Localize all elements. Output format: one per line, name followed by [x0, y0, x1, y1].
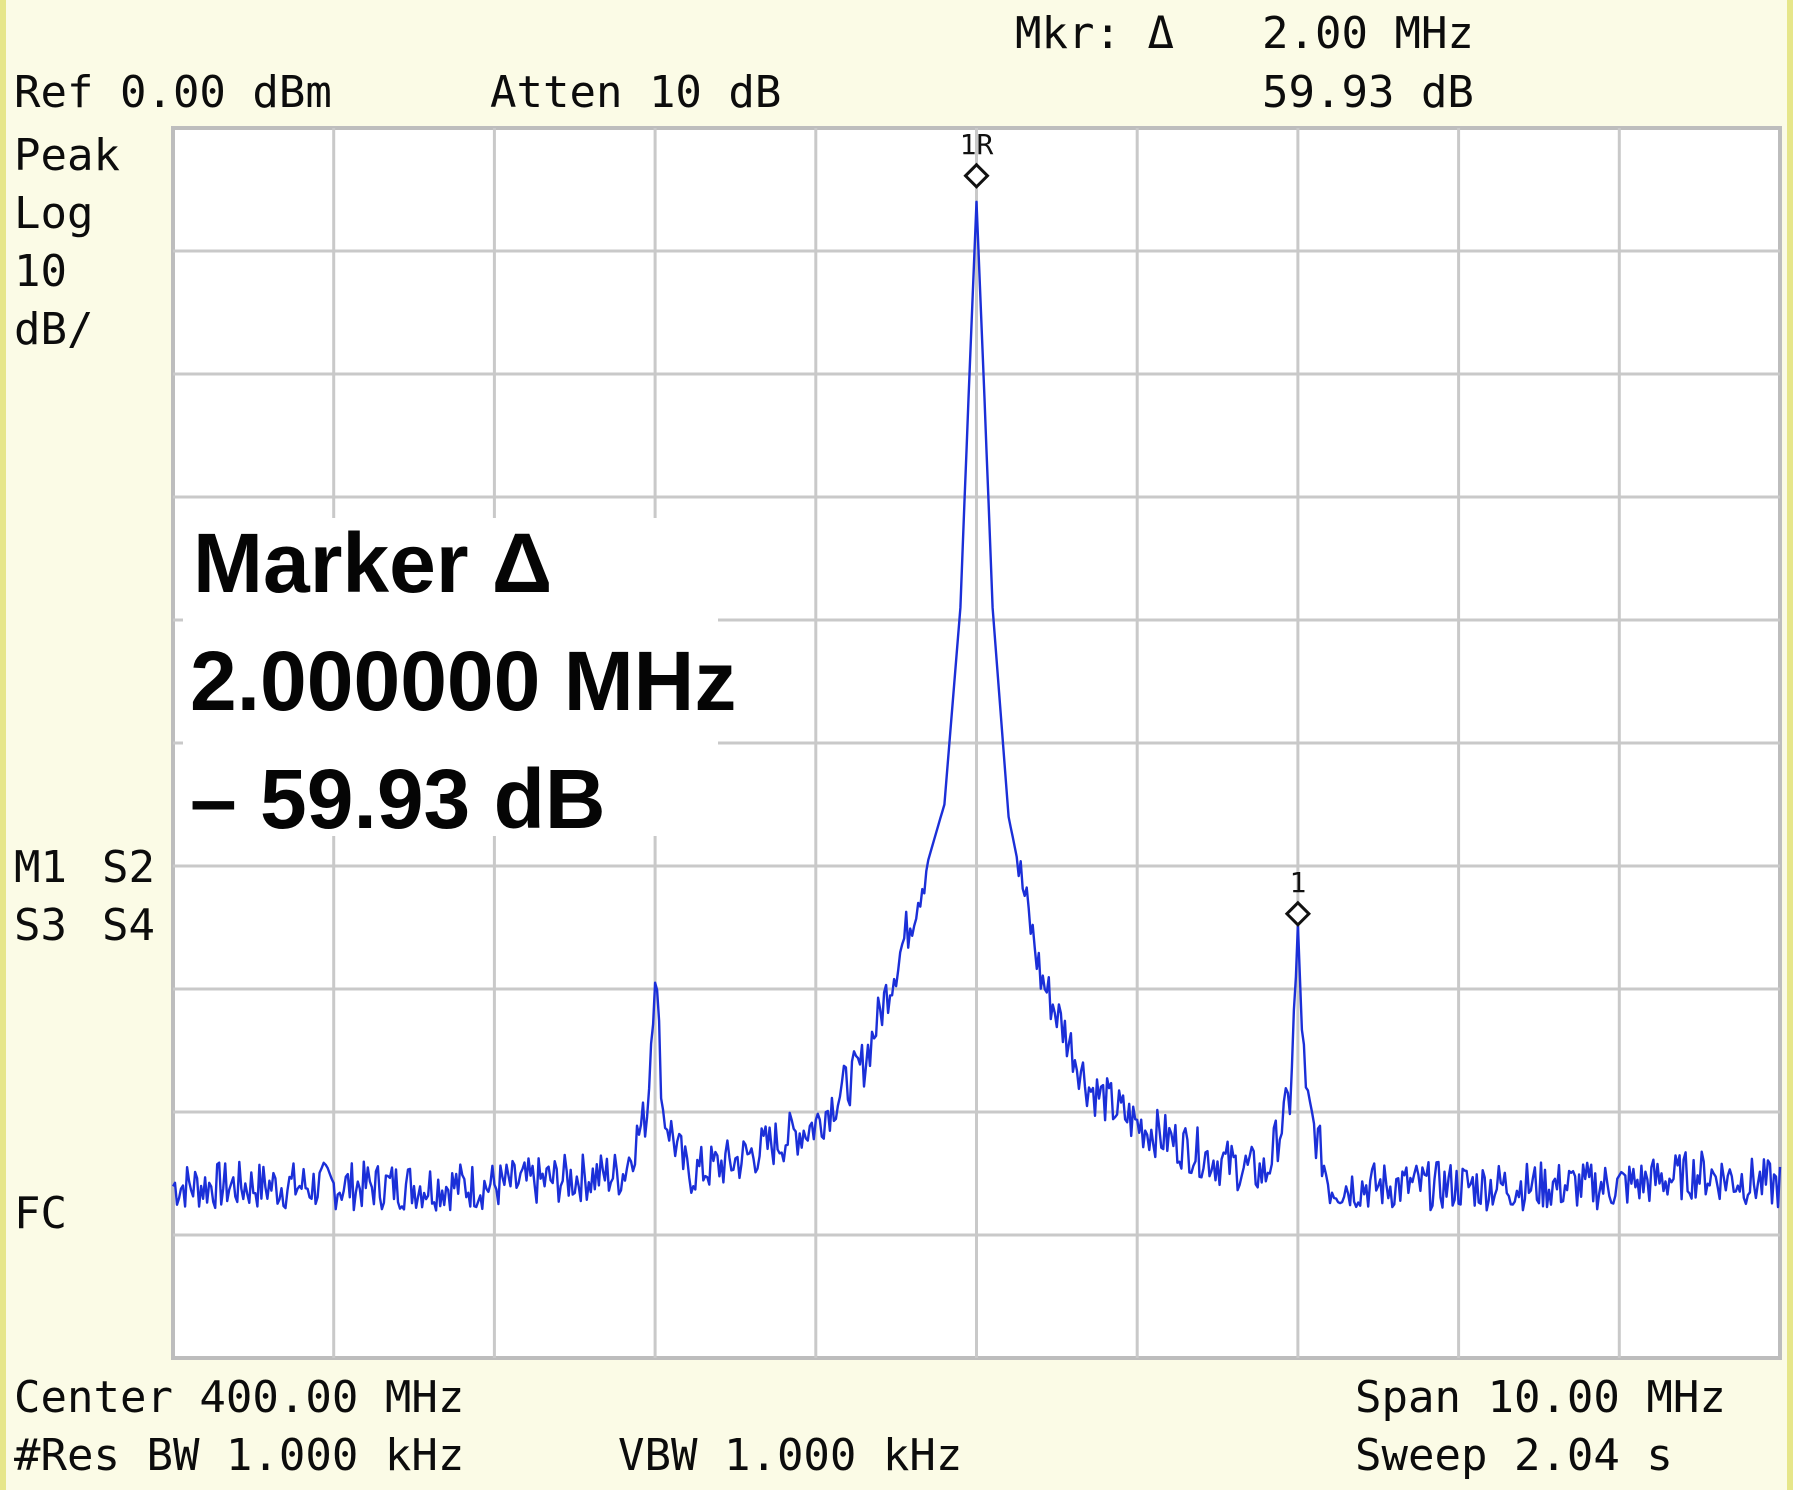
resolution-bandwidth-label: #Res BW 1.000 kHz [14, 1430, 464, 1481]
trace-s3-label: S3 [14, 900, 67, 951]
ref-level-label: Ref 0.00 dBm [14, 67, 332, 118]
scale-per-div-value: 10 [14, 246, 67, 297]
marker-label-1: 1R [960, 128, 994, 161]
marker-readout-amp: 59.93 dB [1262, 67, 1474, 118]
marker-delta-amplitude: – 59.93 dB [190, 752, 606, 846]
detector-label: Peak [14, 130, 120, 181]
marker-layer: 1R 1 [960, 128, 1312, 927]
marker-diamond-2 [1284, 900, 1312, 927]
span-label: Span 10.00 MHz [1355, 1372, 1726, 1423]
right-edge-strip [1787, 0, 1793, 1490]
trace-s4-label: S4 [102, 900, 155, 951]
coupling-label: FC [14, 1188, 67, 1239]
marker-diamond-1 [963, 162, 990, 189]
scale-type-label: Log [14, 188, 93, 239]
marker-delta-title: Marker Δ [193, 516, 552, 610]
spectrum-trace [171, 200, 1782, 1212]
video-bandwidth-label: VBW 1.000 kHz [618, 1430, 962, 1481]
marker-delta-frequency: 2.000000 MHz [190, 634, 736, 728]
sweep-time-label: Sweep 2.04 s [1355, 1430, 1673, 1481]
marker-readout-freq: 2.00 MHz [1262, 8, 1474, 59]
marker-label-2: 1 [1289, 866, 1306, 899]
marker-delta-box [183, 518, 718, 836]
center-frequency-label: Center 400.00 MHz [14, 1372, 464, 1423]
marker-readout-label: Mkr: Δ [1015, 8, 1174, 59]
attenuation-label: Atten 10 dB [490, 67, 781, 118]
scale-per-div-unit: dB/ [14, 304, 93, 355]
left-edge-strip [0, 0, 6, 1490]
trace-m1-label: M1 [14, 842, 67, 893]
trace-s2-label: S2 [102, 842, 155, 893]
